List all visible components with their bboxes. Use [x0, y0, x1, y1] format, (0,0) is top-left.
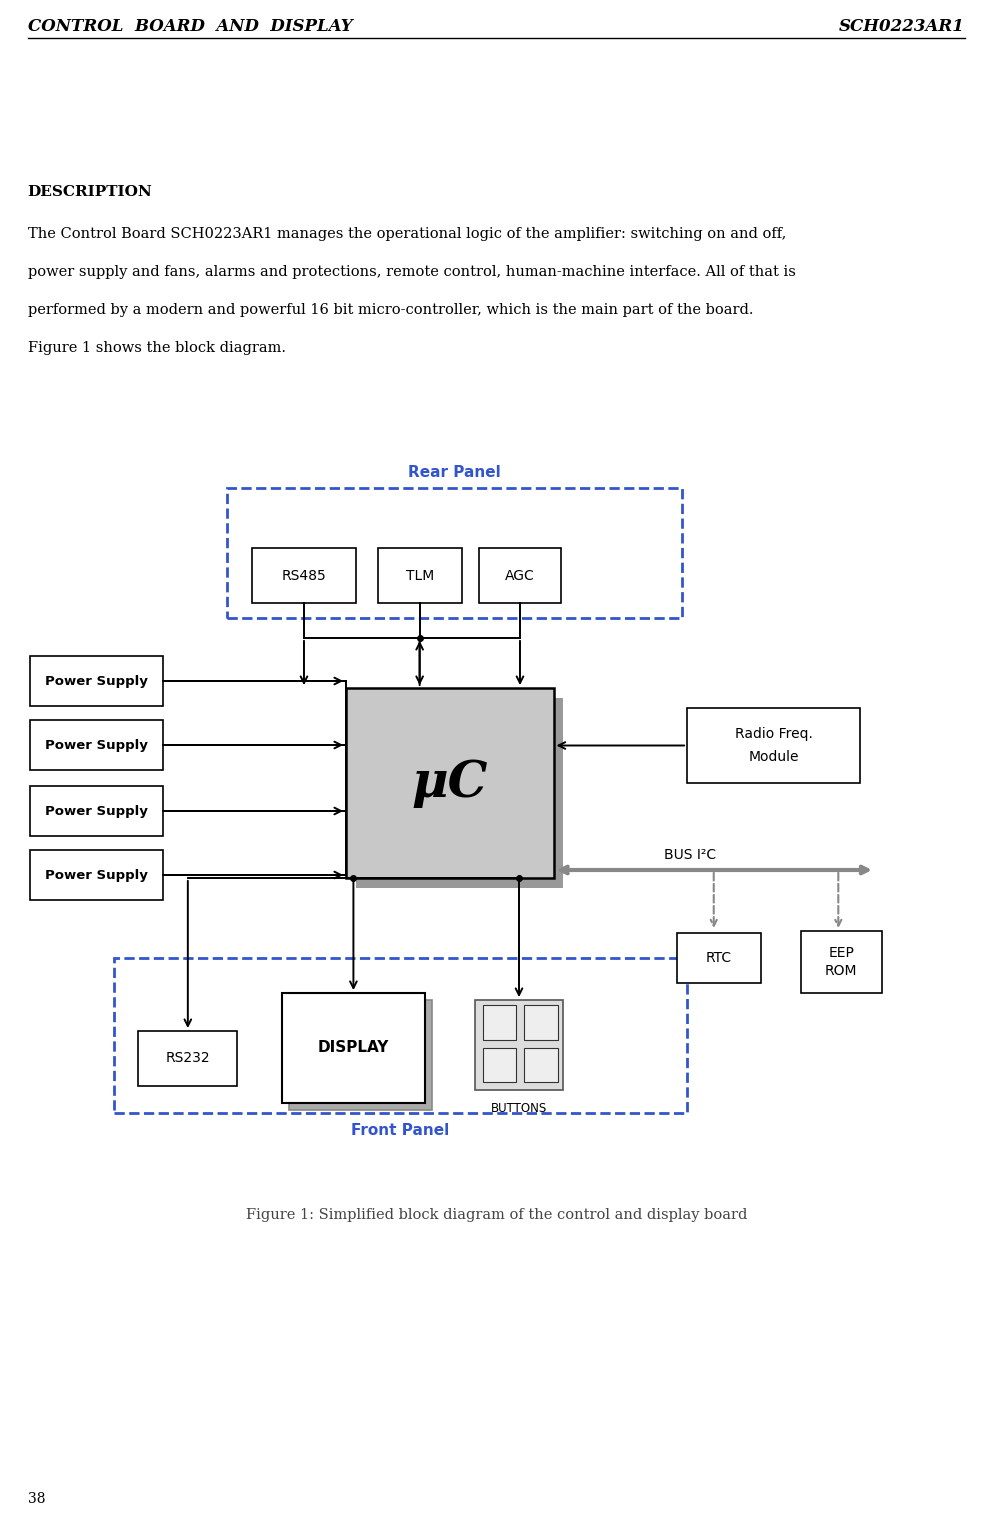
FancyBboxPatch shape — [474, 999, 563, 1089]
Text: power supply and fans, alarms and protections, remote control, human-machine int: power supply and fans, alarms and protec… — [28, 264, 794, 280]
Text: EEP: EEP — [827, 946, 854, 960]
FancyBboxPatch shape — [30, 656, 162, 706]
FancyBboxPatch shape — [282, 993, 424, 1103]
FancyBboxPatch shape — [138, 1031, 237, 1086]
Text: Figure 1: Simplified block diagram of the control and display board: Figure 1: Simplified block diagram of th… — [246, 1209, 746, 1222]
FancyBboxPatch shape — [482, 1048, 516, 1082]
FancyBboxPatch shape — [289, 999, 431, 1109]
FancyBboxPatch shape — [252, 549, 355, 604]
Text: Module: Module — [747, 750, 798, 764]
Text: DESCRIPTION: DESCRIPTION — [28, 185, 152, 199]
Text: CONTROL  BOARD  AND  DISPLAY: CONTROL BOARD AND DISPLAY — [28, 18, 352, 35]
FancyBboxPatch shape — [30, 785, 162, 836]
Text: DISPLAY: DISPLAY — [317, 1041, 389, 1056]
Text: Power Supply: Power Supply — [45, 738, 147, 752]
Text: BUS I²C: BUS I²C — [664, 848, 716, 862]
Text: The Control Board SCH0223AR1 manages the operational logic of the amplifier: swi: The Control Board SCH0223AR1 manages the… — [28, 228, 785, 241]
Text: ROM: ROM — [824, 964, 857, 978]
FancyBboxPatch shape — [800, 931, 881, 993]
FancyBboxPatch shape — [676, 934, 760, 983]
Text: Power Supply: Power Supply — [45, 805, 147, 817]
Text: Power Supply: Power Supply — [45, 868, 147, 882]
Text: Front Panel: Front Panel — [351, 1123, 449, 1138]
FancyBboxPatch shape — [355, 698, 563, 888]
Text: SCH0223AR1: SCH0223AR1 — [839, 18, 964, 35]
Text: TLM: TLM — [405, 568, 433, 582]
Text: RS485: RS485 — [281, 568, 326, 582]
Text: Radio Freq.: Radio Freq. — [734, 727, 811, 741]
FancyBboxPatch shape — [482, 1005, 516, 1039]
FancyBboxPatch shape — [346, 688, 553, 879]
FancyBboxPatch shape — [524, 1005, 558, 1039]
Text: performed by a modern and powerful 16 bit micro-controller, which is the main pa: performed by a modern and powerful 16 bi… — [28, 303, 752, 316]
Text: RTC: RTC — [705, 950, 731, 966]
FancyBboxPatch shape — [377, 549, 461, 604]
FancyBboxPatch shape — [30, 720, 162, 770]
Text: Rear Panel: Rear Panel — [408, 465, 500, 480]
Text: RS232: RS232 — [165, 1051, 210, 1065]
Text: 38: 38 — [28, 1491, 45, 1507]
FancyBboxPatch shape — [686, 707, 860, 782]
Text: Power Supply: Power Supply — [45, 674, 147, 688]
FancyBboxPatch shape — [524, 1048, 558, 1082]
Text: AGC: AGC — [505, 568, 535, 582]
FancyBboxPatch shape — [479, 549, 560, 604]
Text: μC: μC — [411, 758, 487, 807]
Text: Figure 1 shows the block diagram.: Figure 1 shows the block diagram. — [28, 341, 286, 354]
Text: BUTTONS: BUTTONS — [490, 1102, 547, 1115]
FancyBboxPatch shape — [30, 850, 162, 900]
